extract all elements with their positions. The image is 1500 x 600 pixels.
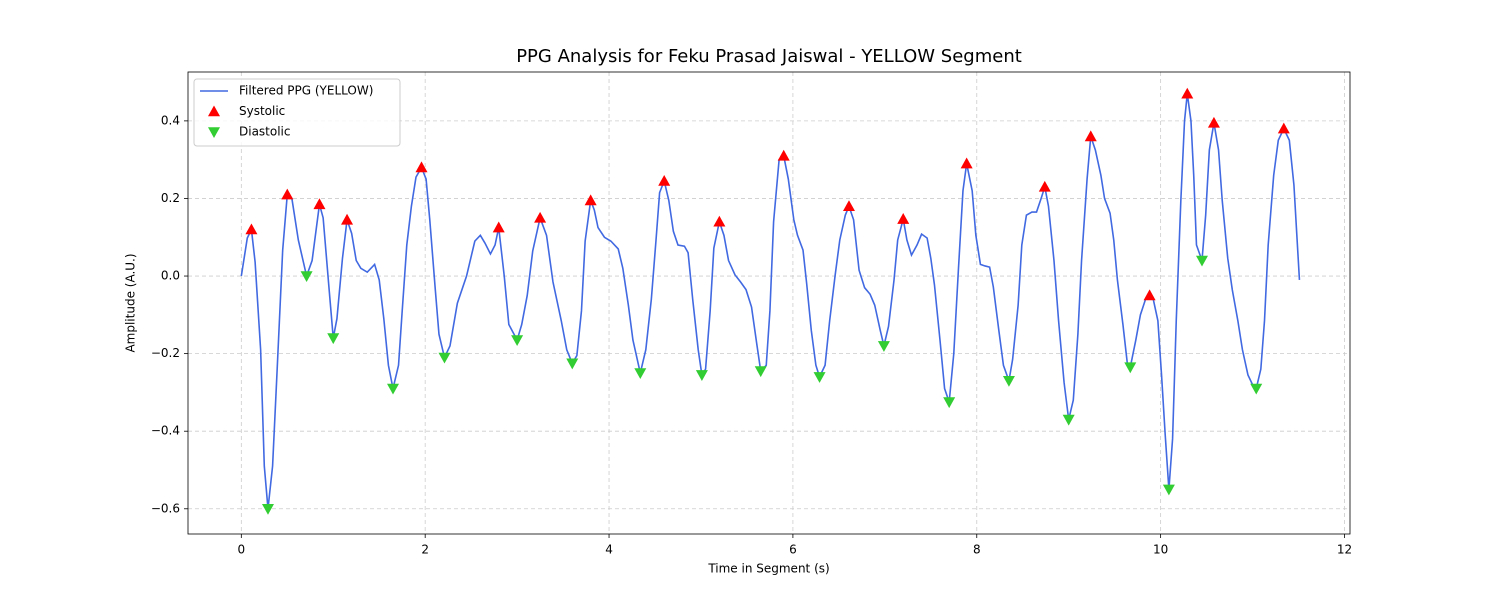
- marker-triangle-up: [658, 175, 671, 186]
- y-tick-label: 0.0: [161, 269, 180, 283]
- marker-triangle-up: [245, 223, 258, 235]
- marker-triangle-down: [438, 352, 451, 364]
- marker-triangle-up: [842, 200, 855, 212]
- marker-triangle-down: [566, 358, 579, 370]
- x-tick-label: 10: [1153, 543, 1168, 557]
- marker-triangle-down: [1124, 362, 1137, 374]
- marker-triangle-down: [754, 366, 767, 378]
- legend-box: [193, 78, 401, 147]
- marker-triangle-up: [897, 213, 910, 224]
- marker-triangle-down: [695, 370, 708, 381]
- legend-label: Filtered PPG (YELLOW): [239, 84, 373, 98]
- marker-triangle-down: [634, 368, 647, 380]
- legend-swatch: [208, 127, 220, 138]
- legend: Filtered PPG (YELLOW) Systolic Diastolic: [193, 78, 401, 147]
- marker-triangle-down: [1002, 375, 1015, 387]
- marker-triangle-up: [713, 215, 726, 227]
- chart-title: PPG Analysis for Feku Prasad Jaiswal - Y…: [516, 46, 1022, 67]
- x-tick-label: 0: [237, 543, 245, 557]
- y-tick-label: −0.6: [151, 501, 180, 515]
- marker-triangle-up: [534, 211, 547, 223]
- marker-triangle-up: [584, 194, 597, 206]
- marker-triangle-up: [1038, 180, 1051, 192]
- marker-triangle-up: [1084, 130, 1097, 142]
- marker-triangle-down: [387, 383, 400, 395]
- grid: [188, 72, 1350, 534]
- y-tick-label: 0.2: [161, 191, 180, 205]
- marker-triangle-down: [1062, 414, 1075, 426]
- y-axis-label: Amplitude (A.U.): [124, 253, 138, 352]
- marker-triangle-down: [327, 333, 340, 345]
- plot-area: [240, 87, 1301, 515]
- y-tick-label: −0.2: [151, 346, 180, 360]
- x-tick-label: 2: [421, 543, 429, 557]
- marker-triangle-up: [1181, 87, 1194, 99]
- marker-triangle-down: [1195, 255, 1208, 267]
- marker-triangle-down: [877, 341, 890, 352]
- x-tick-label: 4: [605, 543, 613, 557]
- marker-triangle-up: [313, 198, 326, 210]
- marker-triangle-down: [813, 372, 826, 383]
- marker-triangle-up: [777, 149, 790, 161]
- marker-triangle-up: [492, 221, 505, 233]
- y-tick-label: −0.4: [151, 424, 180, 438]
- marker-triangle-down: [261, 503, 274, 515]
- marker-triangle-up: [1277, 122, 1290, 134]
- marker-triangle-down: [943, 397, 956, 409]
- marker-triangle-down: [1162, 484, 1175, 496]
- marker-triangle-up: [341, 213, 354, 225]
- x-axis-label: Time in Segment (s): [707, 562, 829, 576]
- x-tick-label: 8: [973, 543, 981, 557]
- legend-label: Systolic: [239, 104, 285, 118]
- marker-triangle-up: [1143, 289, 1156, 301]
- x-tick-label: 12: [1337, 543, 1352, 557]
- marker-triangle-up: [415, 161, 428, 173]
- marker-triangle-up: [960, 157, 973, 169]
- marker-triangle-down: [511, 335, 524, 347]
- marker-triangle-up: [1207, 116, 1220, 128]
- marker-triangle-down: [1250, 383, 1263, 395]
- ppg-line: [240, 93, 1301, 509]
- legend-label: Diastolic: [239, 125, 291, 139]
- legend-swatch: [208, 105, 220, 117]
- axes-frame: [187, 71, 1351, 535]
- marker-triangle-up: [281, 188, 294, 200]
- marker-triangle-down: [300, 271, 313, 283]
- y-tick-label: 0.4: [161, 113, 180, 127]
- x-tick-label: 6: [789, 543, 797, 557]
